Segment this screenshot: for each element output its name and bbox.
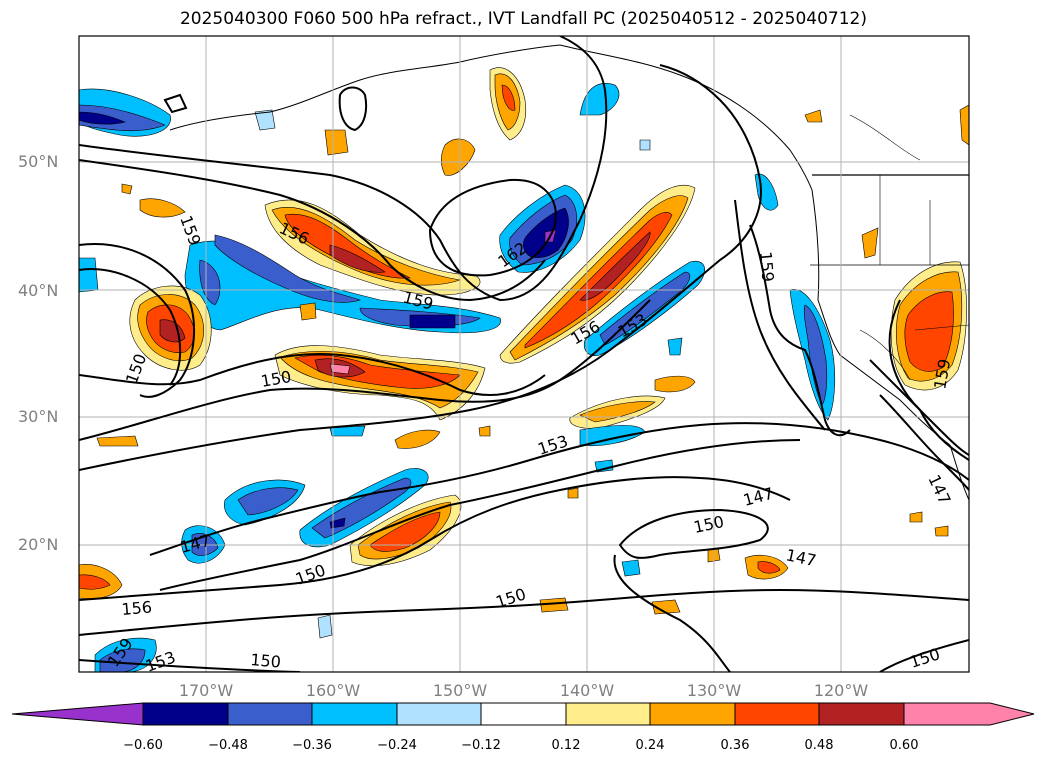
lon-label-130w: 130°W	[686, 681, 742, 700]
colorbar-tick: 0.60	[889, 738, 919, 753]
lat-label-50n: 50°N	[18, 152, 59, 171]
lon-label-150w: 150°W	[432, 681, 488, 700]
lat-label-30n: 30°N	[18, 407, 59, 426]
colorbar	[11, 702, 1035, 726]
colorbar-swatch	[565, 702, 651, 726]
lon-label-140w: 140°W	[559, 681, 615, 700]
colorbar-swatch	[311, 702, 398, 726]
lat-label-20n: 20°N	[18, 535, 59, 554]
map-title: 2025040300 F060 500 hPa refract., IVT La…	[179, 9, 867, 29]
colorbar-swatch	[142, 702, 229, 726]
lon-label-160w: 160°W	[305, 681, 361, 700]
colorbar-swatch	[734, 702, 820, 726]
colorbar-extend-min	[11, 702, 144, 726]
colorbar-tick: 0.12	[551, 738, 581, 753]
map-frame	[78, 35, 970, 673]
refractivity-contours	[79, 36, 969, 672]
colorbar-extend-max	[903, 702, 1035, 726]
contour-label: 150	[250, 650, 282, 672]
lon-label-170w: 170°W	[178, 681, 234, 700]
colorbar-swatch	[396, 702, 482, 726]
colorbar-tick: 0.36	[720, 738, 750, 753]
colorbar-tick: 0.48	[804, 738, 834, 753]
lon-label-120w: 120°W	[813, 681, 869, 700]
colorbar-swatch	[818, 702, 905, 726]
contour-label: 159	[756, 251, 778, 283]
colorbar-tick: −0.12	[461, 738, 501, 753]
colorbar-tick: −0.48	[208, 738, 248, 753]
colorbar-tick: −0.36	[292, 738, 332, 753]
colorbar-tick: −0.24	[377, 738, 417, 753]
coastlines	[169, 44, 969, 501]
contour-label: 156	[121, 597, 153, 619]
colorbar-tick: 0.24	[635, 738, 665, 753]
colorbar-swatch	[649, 702, 736, 726]
colorbar-tick: −0.60	[123, 738, 163, 753]
colorbar-swatch	[227, 702, 313, 726]
map-panel: 156 159 162 159 156 153 150 150 153 159 …	[79, 36, 969, 672]
lat-label-40n: 40°N	[18, 281, 59, 300]
colorbar-swatch	[480, 702, 567, 726]
